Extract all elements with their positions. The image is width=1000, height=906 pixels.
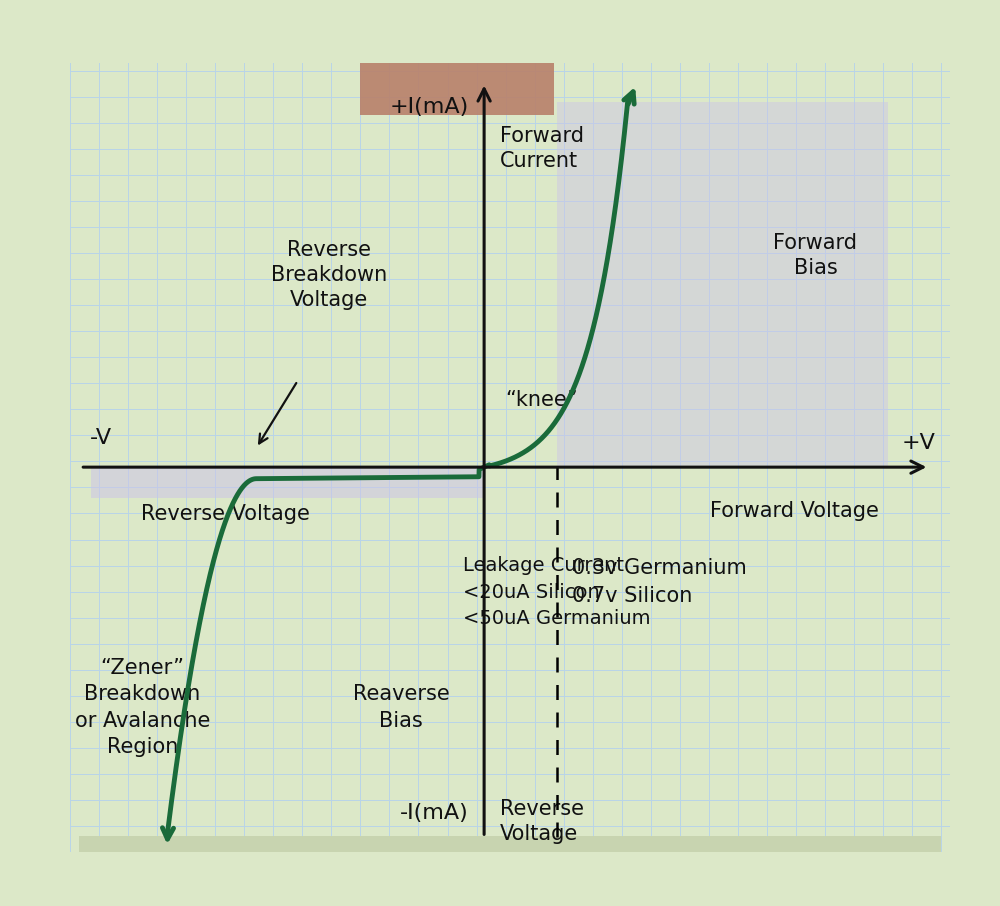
Text: Forward
Bias: Forward Bias [773,233,857,278]
Bar [91,467,484,498]
Bar [557,101,888,467]
Text: Leakage Current
<20uA Silicon
<50uA Germanium: Leakage Current <20uA Silicon <50uA Germ… [463,556,651,628]
Text: Reverse
Voltage: Reverse Voltage [500,799,584,843]
Text: Reverse Voltage: Reverse Voltage [141,504,310,524]
Text: “knee”: “knee” [505,390,577,410]
Text: -V: -V [90,429,112,448]
Text: Forward Voltage: Forward Voltage [710,501,879,521]
Text: 0.3v Germanium
0.7v Silicon: 0.3v Germanium 0.7v Silicon [572,558,747,606]
Text: +V: +V [902,433,936,453]
Text: Forward
Current: Forward Current [500,126,584,170]
Bar [79,836,941,860]
Text: “Zener”
Breakdown
or Avalanche
Region: “Zener” Breakdown or Avalanche Region [75,658,210,757]
Text: +I(mA): +I(mA) [389,97,469,117]
Text: -I(mA): -I(mA) [400,804,469,824]
Text: Reaverse
Bias: Reaverse Bias [353,684,450,730]
Text: Reverse
Breakdown
Voltage: Reverse Breakdown Voltage [271,240,387,310]
Bar [360,63,554,115]
